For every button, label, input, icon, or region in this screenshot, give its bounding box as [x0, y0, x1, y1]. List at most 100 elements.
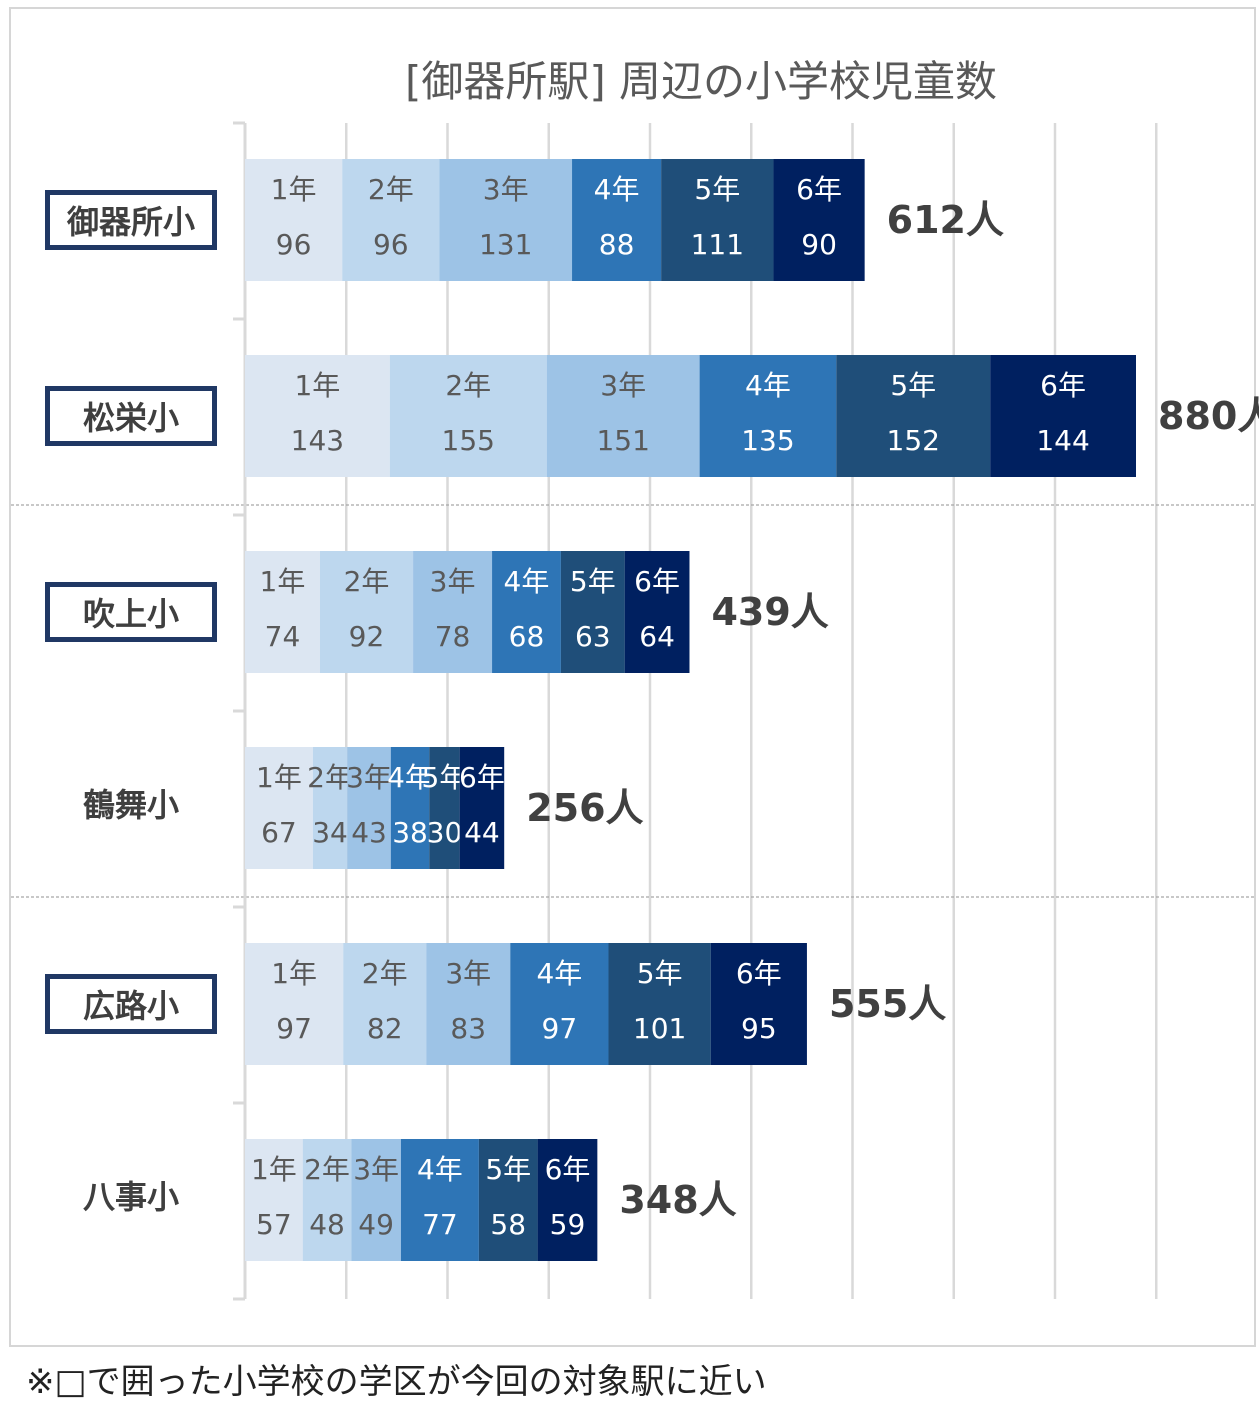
grade-label: 2年	[304, 1153, 350, 1186]
category-label: 鶴舞小	[82, 786, 179, 824]
grade-label: 3年	[600, 369, 646, 402]
bar-segment	[429, 747, 460, 869]
bar-segment	[572, 159, 662, 281]
bar-segment	[836, 355, 991, 477]
grade-label: 6年	[1040, 369, 1086, 402]
bar-segment	[302, 1139, 352, 1261]
total-label: 256人	[526, 786, 643, 830]
segment-value-label: 49	[358, 1208, 394, 1241]
category-label: 吹上小	[45, 582, 217, 642]
bar-segment	[351, 1139, 401, 1261]
segment-value-label: 135	[741, 424, 794, 457]
segment-value-label: 38	[392, 816, 428, 849]
grade-label: 1年	[251, 1153, 297, 1186]
segment-value-label: 152	[887, 424, 940, 457]
segment-value-label: 97	[276, 1012, 312, 1045]
grade-label: 4年	[387, 761, 433, 794]
bar-segment	[245, 747, 313, 869]
grade-label: 2年	[445, 369, 491, 402]
bar-segment	[245, 943, 344, 1065]
segment-value-label: 68	[509, 620, 545, 653]
bar-segment	[661, 159, 774, 281]
total-label: 348人	[619, 1178, 736, 1222]
grade-label: 1年	[294, 369, 340, 402]
grade-label: 5年	[485, 1153, 531, 1186]
segment-value-label: 88	[599, 228, 635, 261]
category-label: 御器所小	[45, 190, 217, 250]
bar-segment	[990, 355, 1136, 477]
grade-label: 1年	[271, 173, 317, 206]
segment-value-label: 155	[442, 424, 495, 457]
bar-segment	[390, 747, 430, 869]
segment-value-label: 74	[265, 620, 301, 653]
segment-value-label: 78	[435, 620, 471, 653]
grade-label: 2年	[307, 761, 353, 794]
segment-value-label: 96	[373, 228, 409, 261]
grade-label: 5年	[570, 565, 616, 598]
segment-value-label: 59	[550, 1208, 586, 1241]
segment-value-label: 92	[349, 620, 385, 653]
total-label: 555人	[829, 982, 946, 1026]
segment-value-label: 67	[261, 816, 297, 849]
segment-value-label: 48	[309, 1208, 345, 1241]
grade-label: 6年	[796, 173, 842, 206]
bar-segment	[413, 551, 493, 673]
bar-segment	[389, 355, 547, 477]
grade-label: 3年	[346, 761, 392, 794]
bar-segment	[245, 1139, 303, 1261]
bar-segment	[537, 1139, 598, 1261]
segment-value-label: 90	[801, 228, 837, 261]
bar-segment	[439, 159, 573, 281]
segment-value-label: 131	[479, 228, 532, 261]
grade-label: 6年	[634, 565, 680, 598]
segment-value-label: 82	[367, 1012, 403, 1045]
bar-segment	[319, 551, 414, 673]
grade-label: 6年	[459, 761, 505, 794]
grade-label: 2年	[368, 173, 414, 206]
grade-label: 4年	[594, 173, 640, 206]
grade-label: 2年	[362, 957, 408, 990]
bar-segment	[343, 943, 427, 1065]
category-label: 松栄小	[45, 386, 217, 446]
bar-segment	[560, 551, 625, 673]
bar-segment	[510, 943, 609, 1065]
bar-segment	[478, 1139, 538, 1261]
bar-segment	[342, 159, 440, 281]
grade-label: 3年	[430, 565, 476, 598]
bar-segment	[400, 1139, 479, 1261]
grade-label: 4年	[417, 1153, 463, 1186]
total-label: 612人	[887, 198, 1004, 242]
grade-label: 4年	[504, 565, 550, 598]
bar-segment	[608, 943, 711, 1065]
segment-value-label: 101	[633, 1012, 686, 1045]
segment-value-label: 30	[427, 816, 463, 849]
category-label: 八事小	[82, 1178, 179, 1216]
total-label: 439人	[711, 590, 828, 634]
total-label: 880人	[1158, 394, 1259, 438]
bar-segment	[459, 747, 505, 869]
bar-segment	[347, 747, 391, 869]
bar-segment	[699, 355, 837, 477]
grade-label: 5年	[637, 957, 683, 990]
chart-title: [御器所駅] 周辺の小学校児童数	[404, 57, 998, 106]
bar-segment	[492, 551, 561, 673]
grade-label: 3年	[445, 957, 491, 990]
segment-value-label: 57	[256, 1208, 292, 1241]
segment-value-label: 58	[490, 1208, 526, 1241]
grade-label: 3年	[483, 173, 529, 206]
segment-value-label: 97	[542, 1012, 578, 1045]
segment-value-label: 96	[276, 228, 312, 261]
segment-value-label: 95	[741, 1012, 777, 1045]
bar-segment	[245, 551, 320, 673]
segment-value-label: 111	[691, 228, 744, 261]
segment-value-label: 63	[575, 620, 611, 653]
grade-label: 4年	[745, 369, 791, 402]
segment-value-label: 64	[639, 620, 675, 653]
grade-label: 1年	[260, 565, 306, 598]
bar-segment	[773, 159, 865, 281]
grade-label: 6年	[545, 1153, 591, 1186]
segment-value-label: 151	[596, 424, 649, 457]
category-label: 広路小	[45, 974, 217, 1034]
segment-value-label: 77	[422, 1208, 458, 1241]
